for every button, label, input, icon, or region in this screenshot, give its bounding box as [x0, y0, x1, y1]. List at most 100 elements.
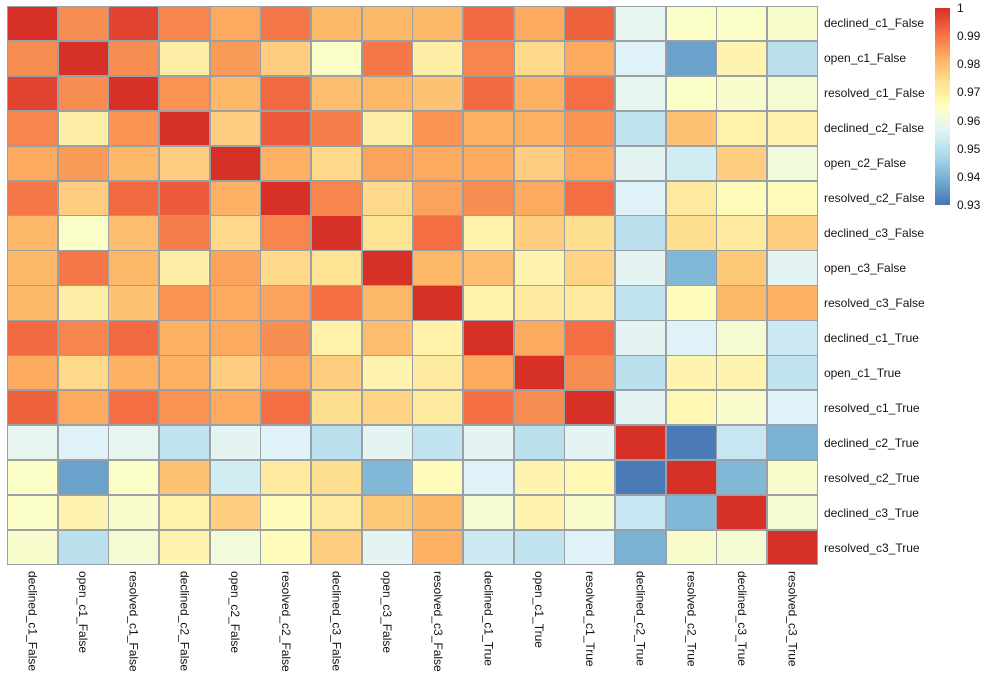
heatmap-cell — [109, 41, 159, 76]
heatmap-cell — [514, 7, 564, 41]
heatmap-cell — [210, 111, 260, 146]
heatmap-cell — [717, 390, 767, 425]
heatmap-cell — [109, 216, 159, 250]
column-label: declined_c3_False — [329, 571, 344, 672]
heatmap-cell — [767, 286, 817, 320]
heatmap-cell — [615, 530, 666, 564]
heatmap-cell — [717, 111, 767, 146]
row-label: declined_c3_True — [824, 505, 919, 520]
heatmap-cell — [311, 76, 362, 111]
heatmap-cell — [413, 251, 463, 285]
heatmap-cell — [565, 76, 615, 111]
heatmap-cell — [311, 216, 362, 250]
row-label: declined_c2_True — [824, 435, 919, 450]
heatmap-cell — [261, 390, 311, 425]
heatmap-cell — [210, 181, 260, 215]
colorbar-tick-label: 1 — [957, 1, 964, 15]
heatmap-cell — [311, 390, 362, 425]
heatmap-cell — [109, 530, 159, 564]
colorbar-gradient — [935, 8, 950, 205]
heatmap-cell — [109, 286, 159, 320]
heatmap-cell — [463, 41, 514, 76]
heatmap-cell — [210, 356, 260, 390]
heatmap-cell — [362, 181, 412, 215]
heatmap-cell — [159, 356, 210, 390]
heatmap-cell — [717, 321, 767, 355]
heatmap-cell — [261, 251, 311, 285]
heatmap-cell — [362, 425, 412, 460]
heatmap-cell — [58, 356, 108, 390]
heatmap-cell — [565, 390, 615, 425]
column-label: resolved_c2_False — [278, 571, 293, 672]
colorbar-tick-label: 0.97 — [957, 85, 981, 100]
heatmap-cell — [717, 460, 767, 495]
correlation-heatmap-grid — [7, 6, 818, 565]
heatmap-cell — [261, 425, 311, 460]
heatmap-cell — [666, 146, 716, 181]
heatmap-cell — [159, 425, 210, 460]
heatmap-cell — [767, 76, 817, 111]
heatmap-cell — [463, 460, 514, 495]
heatmap-cell — [514, 286, 564, 320]
heatmap-cell — [261, 146, 311, 181]
heatmap-cell — [261, 286, 311, 320]
heatmap-cell — [109, 111, 159, 146]
column-label: open_c1_True — [532, 571, 547, 648]
heatmap-cell — [666, 530, 716, 564]
heatmap-cell — [109, 7, 159, 41]
heatmap-cell — [159, 460, 210, 495]
heatmap-cell — [362, 41, 412, 76]
heatmap-cell — [767, 425, 817, 460]
heatmap-cell — [615, 181, 666, 215]
heatmap-cell — [666, 216, 716, 250]
heatmap-cell — [159, 111, 210, 146]
heatmap-cell — [565, 286, 615, 320]
column-label: declined_c1_True — [481, 571, 496, 666]
heatmap-cell — [717, 216, 767, 250]
colorbar-tick-label: 0.96 — [957, 113, 981, 128]
heatmap-cell — [58, 146, 108, 181]
heatmap-cell — [514, 251, 564, 285]
heatmap-cell — [565, 530, 615, 564]
heatmap-cell — [767, 41, 817, 76]
heatmap-cell — [58, 111, 108, 146]
heatmap-cell — [159, 181, 210, 215]
heatmap-cell — [311, 251, 362, 285]
heatmap-cell — [362, 76, 412, 111]
heatmap-cell — [514, 390, 564, 425]
heatmap-cell — [311, 7, 362, 41]
heatmap-cell — [565, 495, 615, 530]
heatmap-cell — [463, 111, 514, 146]
heatmap-cell — [159, 41, 210, 76]
colorbar-tick-label: 0.98 — [957, 57, 981, 72]
heatmap-cell — [615, 146, 666, 181]
heatmap-cell — [413, 390, 463, 425]
heatmap-cell — [58, 7, 108, 41]
heatmap-cell — [261, 111, 311, 146]
heatmap-cell — [565, 251, 615, 285]
column-label: resolved_c3_True — [785, 571, 800, 667]
heatmap-cell — [463, 216, 514, 250]
heatmap-cell — [666, 76, 716, 111]
heatmap-cell — [463, 495, 514, 530]
heatmap-cell — [159, 251, 210, 285]
heatmap-cell — [261, 181, 311, 215]
heatmap-cell — [311, 530, 362, 564]
heatmap-cell — [210, 7, 260, 41]
heatmap-cell — [615, 251, 666, 285]
heatmap-cell — [159, 7, 210, 41]
heatmap-cell — [210, 251, 260, 285]
heatmap-cell — [615, 76, 666, 111]
column-label: declined_c2_True — [633, 571, 648, 666]
heatmap-cell — [413, 356, 463, 390]
colorbar-tick-label: 0.99 — [957, 29, 981, 44]
heatmap-cell — [311, 286, 362, 320]
colorbar-tick-label: 0.94 — [957, 169, 981, 184]
heatmap-cell — [463, 286, 514, 320]
heatmap-cell — [210, 495, 260, 530]
heatmap-cell — [261, 216, 311, 250]
heatmap-cell — [565, 460, 615, 495]
heatmap-cell — [666, 390, 716, 425]
row-label: resolved_c1_False — [824, 86, 925, 101]
heatmap-cell — [8, 111, 58, 146]
